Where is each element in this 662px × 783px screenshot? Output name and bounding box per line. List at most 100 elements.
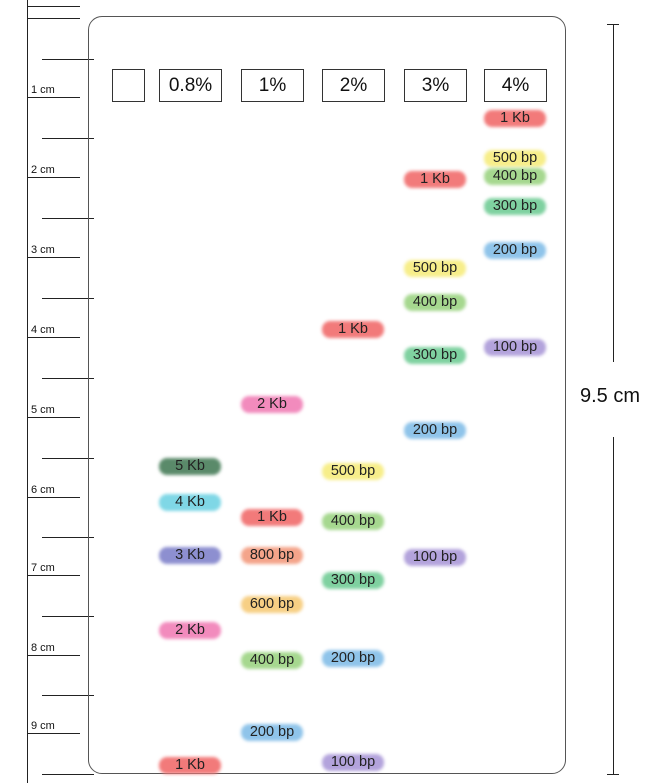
band-lane2: 1 Kb xyxy=(241,509,303,526)
band-label: 600 bp xyxy=(249,596,295,612)
band-label: 500 bp xyxy=(492,150,538,166)
ruler-top-line xyxy=(28,18,80,19)
band-label: 800 bp xyxy=(249,547,295,563)
ruler-label: 9 cm xyxy=(31,720,55,732)
band-lane3: 200 bp xyxy=(322,650,384,667)
band-label: 400 bp xyxy=(412,294,458,310)
ruler-minor-tick xyxy=(42,537,94,538)
ruler-major-tick xyxy=(28,575,80,576)
ruler-minor-tick xyxy=(42,378,94,379)
scale-bar: 9.5 cm xyxy=(570,0,662,783)
ruler: 1 cm 2 cm 3 cm 4 cm 5 cm 6 cm 7 cm 8 cm 9 cm xyxy=(27,0,94,783)
band-lane3: 1 Kb xyxy=(322,321,384,338)
gel-outline xyxy=(88,16,566,774)
band-label: 100 bp xyxy=(412,549,458,565)
band-label: 1 Kb xyxy=(500,110,530,126)
band-label: 100 bp xyxy=(492,339,538,355)
band-lane2: 200 bp xyxy=(241,724,303,741)
band-lane1: 4 Kb xyxy=(159,494,221,511)
band-label: 300 bp xyxy=(412,347,458,363)
band-lane2: 800 bp xyxy=(241,547,303,564)
band-lane1: 3 Kb xyxy=(159,547,221,564)
band-lane2: 600 bp xyxy=(241,596,303,613)
ruler-minor-tick xyxy=(42,774,94,775)
band-label: 3 Kb xyxy=(175,547,205,563)
well-4: 3% xyxy=(404,69,467,102)
well-3: 2% xyxy=(322,69,385,102)
band-lane5: 400 bp xyxy=(484,168,546,185)
ruler-label: 7 cm xyxy=(31,562,55,574)
band-label: 500 bp xyxy=(412,260,458,276)
band-lane1: 5 Kb xyxy=(159,458,221,475)
band-label: 300 bp xyxy=(330,572,376,588)
band-label: 2 Kb xyxy=(257,396,287,412)
band-lane2: 400 bp xyxy=(241,652,303,669)
well-2: 1% xyxy=(241,69,304,102)
scale-label: 9.5 cm xyxy=(580,385,641,407)
band-lane1: 1 Kb xyxy=(159,757,221,774)
ruler-label: 1 cm xyxy=(31,84,55,96)
band-lane5: 500 bp xyxy=(484,150,546,167)
ruler-top-line xyxy=(28,6,80,7)
ruler-major-tick xyxy=(28,337,80,338)
band-lane5: 200 bp xyxy=(484,242,546,259)
ruler-major-tick xyxy=(28,177,80,178)
band-label: 1 Kb xyxy=(338,321,368,337)
well-1: 0.8% xyxy=(159,69,222,102)
band-lane3: 100 bp xyxy=(322,754,384,771)
band-lane3: 500 bp xyxy=(322,463,384,480)
band-label: 400 bp xyxy=(249,652,295,668)
ruler-minor-tick xyxy=(42,616,94,617)
ruler-major-tick xyxy=(28,655,80,656)
band-lane5: 1 Kb xyxy=(484,110,546,127)
scale-bottom-cap xyxy=(607,774,619,775)
band-lane2: 2 Kb xyxy=(241,396,303,413)
band-label: 200 bp xyxy=(330,650,376,666)
ruler-minor-tick xyxy=(42,695,94,696)
band-label: 1 Kb xyxy=(175,757,205,773)
ruler-label: 2 cm xyxy=(31,164,55,176)
scale-line-lower xyxy=(613,437,614,774)
band-label: 4 Kb xyxy=(175,494,205,510)
band-lane1: 2 Kb xyxy=(159,622,221,639)
band-lane5: 300 bp xyxy=(484,198,546,215)
band-label: 400 bp xyxy=(492,168,538,184)
ruler-major-tick xyxy=(28,733,80,734)
band-label: 1 Kb xyxy=(257,509,287,525)
band-label: 200 bp xyxy=(412,422,458,438)
ruler-label: 4 cm xyxy=(31,324,55,336)
ruler-major-tick xyxy=(28,257,80,258)
ruler-minor-tick xyxy=(42,298,94,299)
well-5: 4% xyxy=(484,69,547,102)
ruler-major-tick xyxy=(28,97,80,98)
band-label: 1 Kb xyxy=(420,171,450,187)
band-label: 2 Kb xyxy=(175,622,205,638)
ruler-label: 6 cm xyxy=(31,484,55,496)
band-label: 100 bp xyxy=(330,754,376,770)
ruler-label: 5 cm xyxy=(31,404,55,416)
ruler-label: 8 cm xyxy=(31,642,55,654)
band-lane3: 400 bp xyxy=(322,513,384,530)
band-label: 5 Kb xyxy=(175,458,205,474)
band-label: 500 bp xyxy=(330,463,376,479)
ruler-label: 3 cm xyxy=(31,244,55,256)
ruler-minor-tick xyxy=(42,138,94,139)
scale-line-upper xyxy=(613,24,614,362)
band-lane4: 200 bp xyxy=(404,422,466,439)
well-0 xyxy=(112,69,145,102)
band-label: 400 bp xyxy=(330,513,376,529)
ruler-major-tick xyxy=(28,417,80,418)
band-lane4: 500 bp xyxy=(404,260,466,277)
ruler-minor-tick xyxy=(42,59,94,60)
band-label: 200 bp xyxy=(492,242,538,258)
band-lane4: 1 Kb xyxy=(404,171,466,188)
ruler-minor-tick xyxy=(42,218,94,219)
band-lane4: 100 bp xyxy=(404,549,466,566)
band-lane4: 400 bp xyxy=(404,294,466,311)
ruler-minor-tick xyxy=(42,458,94,459)
band-lane3: 300 bp xyxy=(322,572,384,589)
ruler-major-tick xyxy=(28,497,80,498)
band-label: 300 bp xyxy=(492,198,538,214)
band-lane4: 300 bp xyxy=(404,347,466,364)
band-lane5: 100 bp xyxy=(484,339,546,356)
